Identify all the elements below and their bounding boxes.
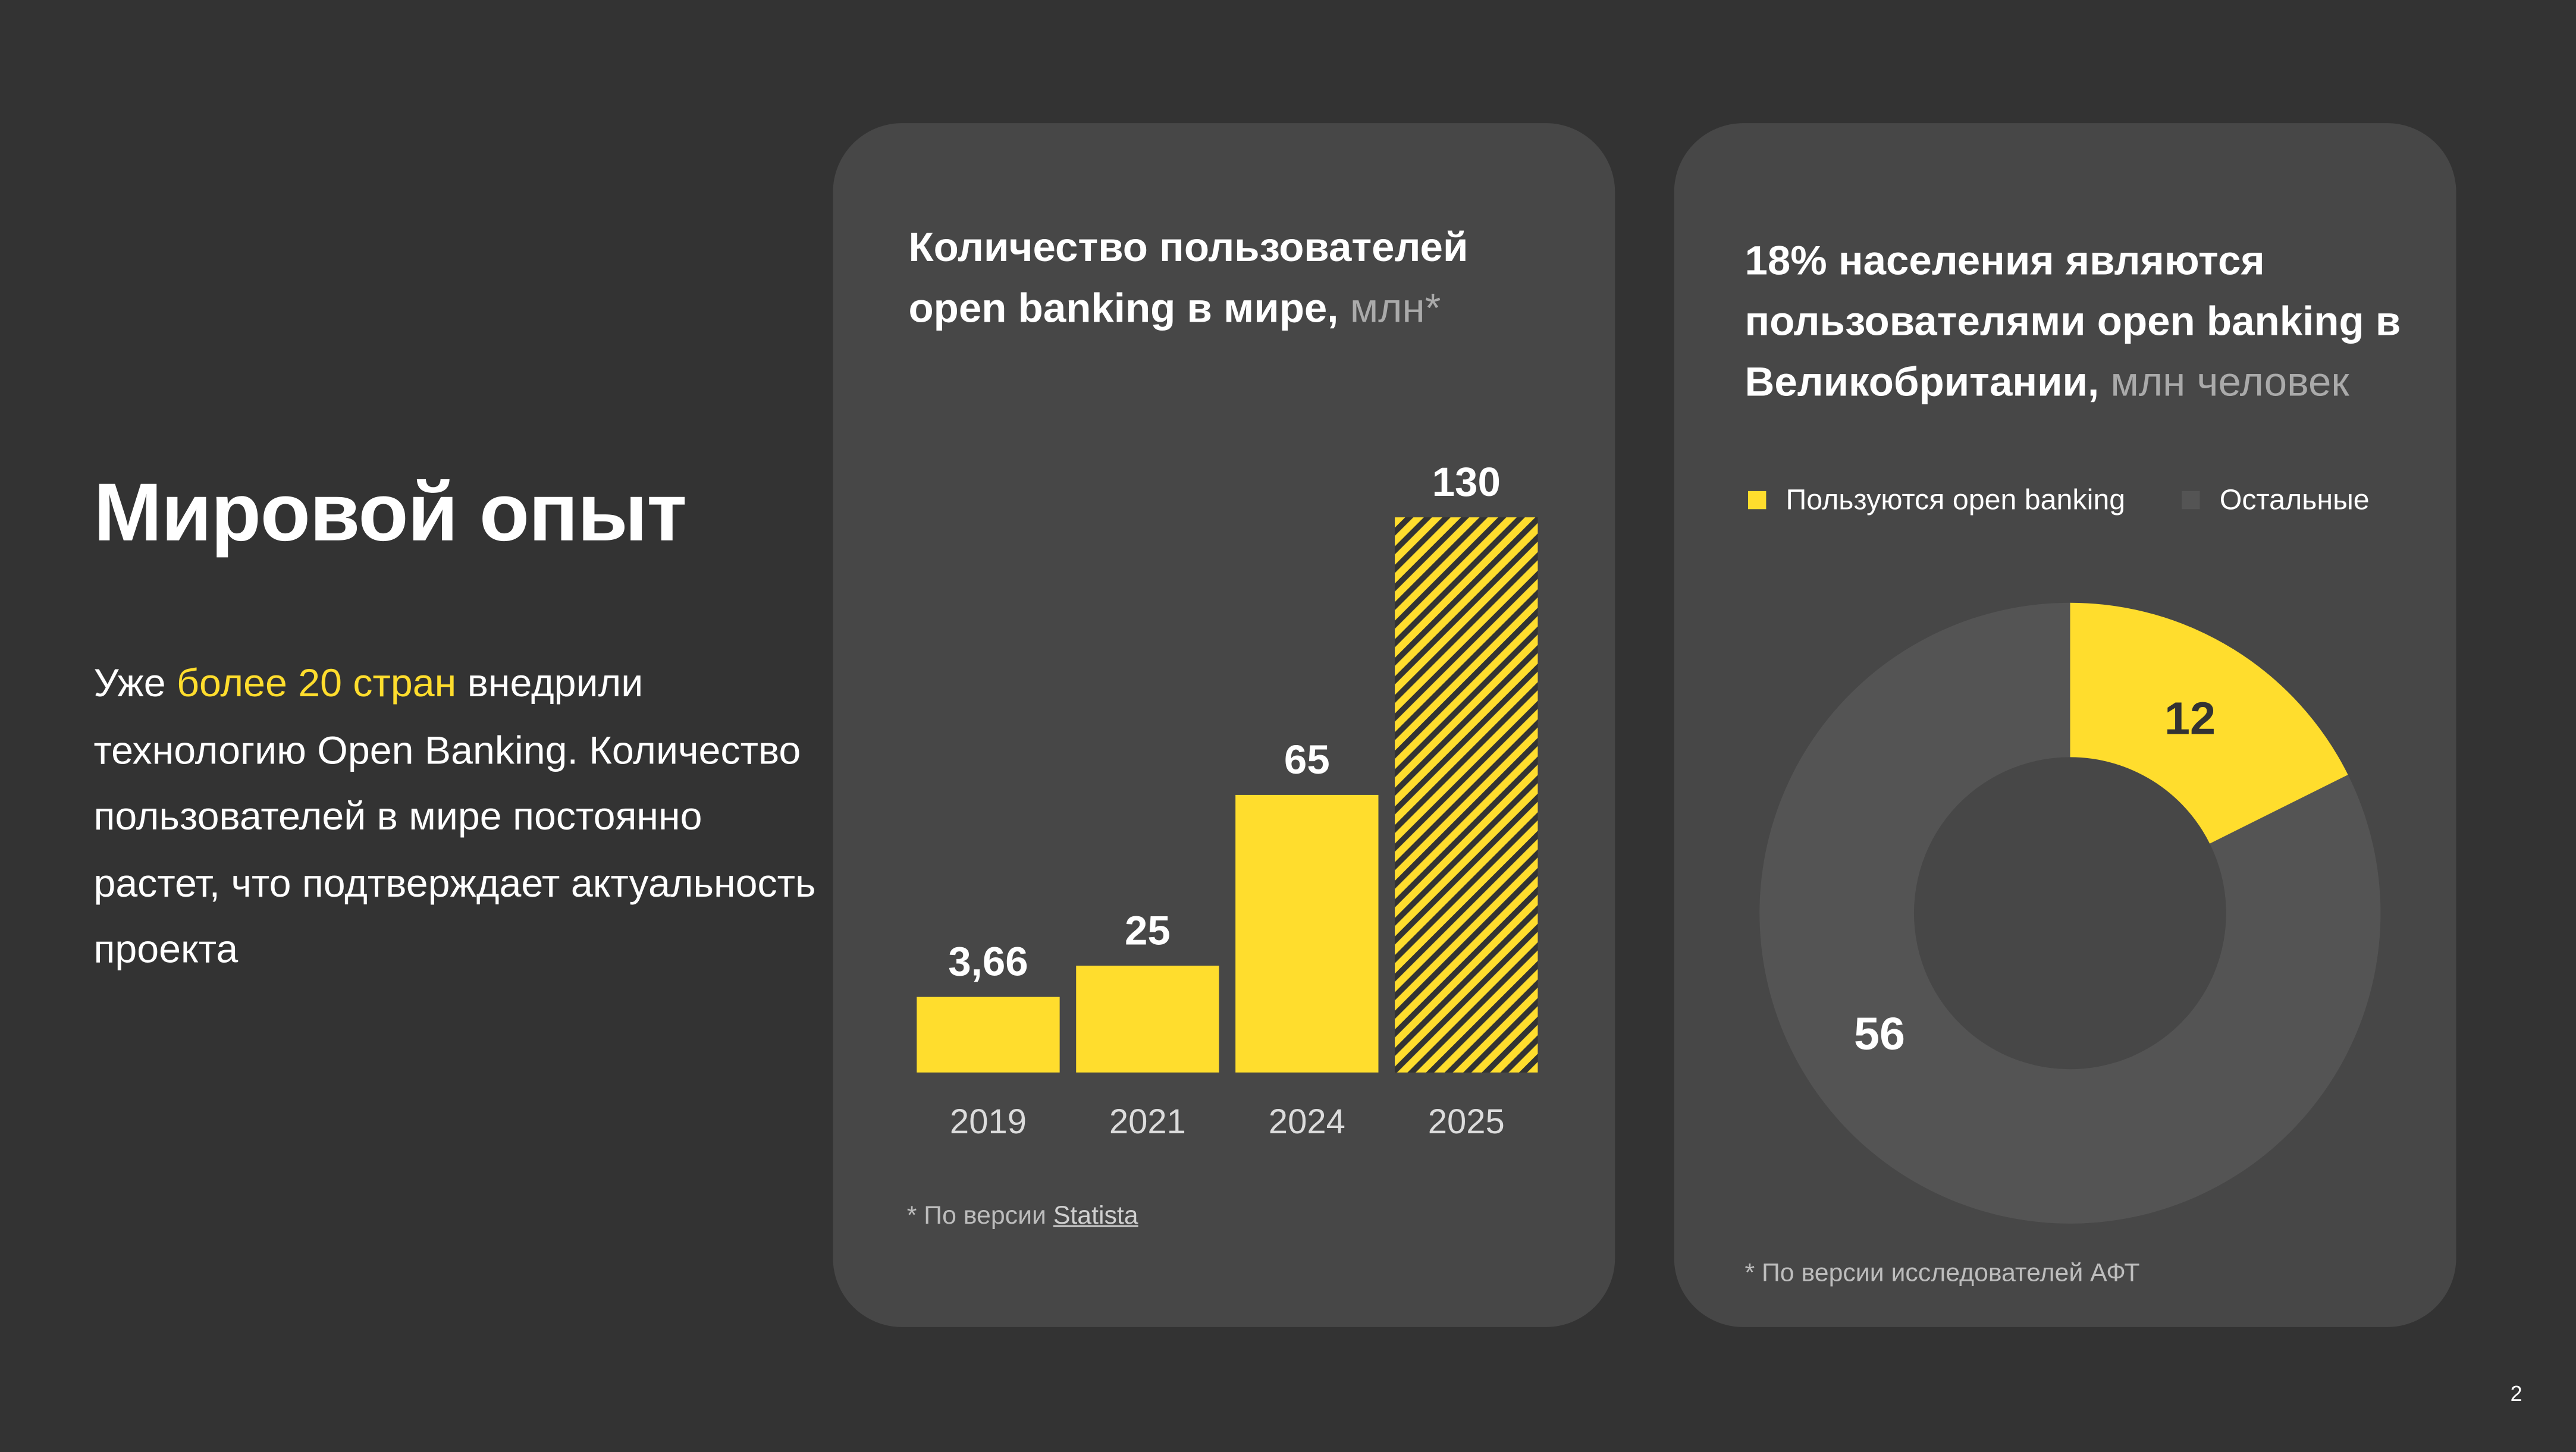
footnote-text: * По версии	[906, 1202, 1053, 1230]
legend-item-users: Пользуются open banking	[1747, 483, 2126, 517]
bar-2024	[1235, 794, 1379, 1073]
page-number: 2	[2510, 1381, 2522, 1406]
legend-swatch-yellow	[1747, 491, 1767, 510]
bar-value-label: 130	[1432, 458, 1501, 505]
bar-value-label: 3,66	[948, 938, 1028, 985]
bar-value-label: 25	[1125, 907, 1171, 953]
bar-chart-title-bold: Количество пользователей open banking в …	[908, 225, 1469, 332]
bar-chart-title: Количество пользователей open banking в …	[908, 218, 1533, 340]
bar-2021	[1076, 966, 1219, 1073]
donut-slice-users	[2070, 602, 2348, 844]
x-tick-label: 2024	[1269, 1102, 1345, 1141]
bar-2025	[1395, 517, 1538, 1073]
bar-chart-unit: млн*	[1338, 285, 1441, 332]
legend-item-others: Остальные	[2182, 483, 2370, 517]
x-tick-label: 2021	[1109, 1102, 1186, 1141]
bar-2019	[917, 997, 1060, 1073]
intro-pre: Уже	[93, 662, 177, 706]
slice-value-label: 12	[2164, 693, 2216, 744]
legend-label: Остальные	[2219, 483, 2370, 516]
donut-chart-title: 18% населения являются пользователями op…	[1744, 231, 2402, 414]
slice-value-label: 56	[1854, 1008, 1905, 1060]
page-title: Мировой опыт	[93, 466, 687, 559]
x-tick-label: 2019	[950, 1102, 1027, 1141]
bar-value-label: 65	[1284, 736, 1330, 782]
donut-chart-unit: млн человек	[2099, 359, 2349, 406]
legend-label: Пользуются open banking	[1786, 483, 2126, 516]
bar-chart-footnote: * По версии Statista	[907, 1202, 1138, 1232]
donut-chart-title-bold: 18% населения являются пользователями op…	[1744, 238, 2401, 406]
statista-link[interactable]: Statista	[1053, 1202, 1138, 1230]
intro-highlight: более 20 стран	[177, 662, 457, 706]
legend-swatch-gray	[2182, 491, 2200, 510]
donut-chart: 12 56	[1759, 602, 2381, 1224]
x-tick-label: 2025	[1428, 1102, 1505, 1141]
donut-chart-footnote: * По версии исследователей АФТ	[1744, 1259, 2140, 1288]
bar-chart: 3,66 2019 25 2021 65 2024 130 2025	[917, 458, 1538, 1141]
donut-chart-card: 18% населения являются пользователями op…	[1674, 123, 2456, 1327]
donut-slice-others	[1759, 602, 2381, 1224]
intro-text: Уже более 20 стран внедрили технологию O…	[93, 652, 833, 985]
bar-chart-card: Количество пользователей open banking в …	[833, 123, 1615, 1327]
intro-post: внедрили технологию Open Banking. Количе…	[93, 662, 816, 973]
